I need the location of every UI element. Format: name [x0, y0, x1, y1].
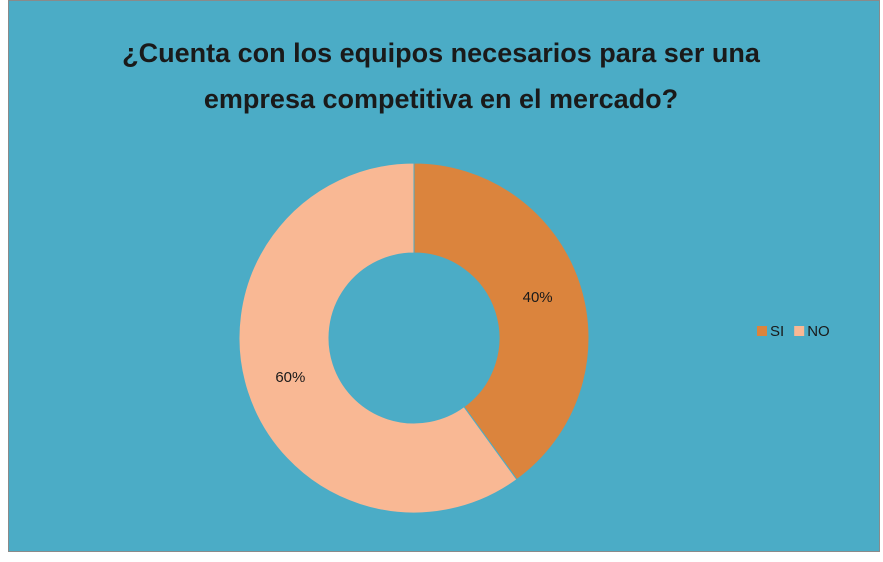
data-label: 40% [523, 289, 553, 306]
legend-label: SI [770, 323, 784, 340]
donut-slice [238, 162, 518, 514]
chart-title: ¿Cuenta con los equipos necesarios para … [122, 38, 760, 114]
donut-slice [413, 162, 590, 481]
legend-swatch [794, 326, 805, 336]
legend-swatch [757, 326, 767, 336]
data-label: 60% [275, 369, 305, 386]
legend-label: NO [807, 323, 830, 340]
